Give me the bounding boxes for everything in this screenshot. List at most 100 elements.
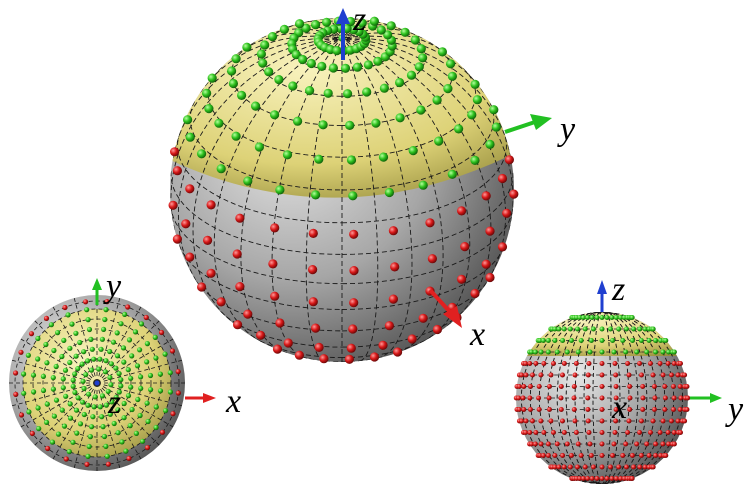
red-node [235,282,245,292]
top-z-label: z [107,384,121,421]
red-node [84,461,90,467]
red-node [243,309,253,319]
red-node [652,407,657,412]
red-node [470,288,480,299]
green-node [653,338,659,343]
green-node [467,110,477,120]
red-node [650,372,656,378]
green-node [132,329,139,335]
green-node [663,338,669,343]
green-node [587,349,593,355]
green-node [96,366,102,372]
green-node [545,349,551,355]
red-node [648,361,653,366]
green-node [298,54,308,65]
red-node [561,430,567,435]
red-node [620,453,626,458]
red-node [609,476,615,481]
red-node [349,266,359,276]
green-node [227,66,237,76]
green-node [578,338,584,343]
green-node [204,104,214,114]
red-node [677,384,683,389]
red-node [638,453,644,458]
red-node [626,418,632,424]
green-node [107,348,113,355]
side-x-label: x [611,389,627,426]
green-node [256,49,266,59]
green-node [288,81,298,91]
green-node [144,341,150,347]
iso-x-axis: x [428,288,485,353]
green-node [121,359,127,365]
red-node [572,418,578,424]
green-node [167,389,173,395]
red-node [275,318,285,328]
red-node [665,430,671,435]
red-node [587,441,593,447]
green-node [376,25,386,35]
green-node [118,383,124,389]
red-node [270,223,280,233]
red-node [528,407,533,412]
green-node [133,430,139,436]
green-node [65,312,71,318]
green-node [552,338,558,343]
mesh-ring [170,205,514,285]
green-node [70,377,76,383]
green-node [53,363,59,370]
green-node [642,326,648,332]
red-node [613,476,619,481]
red-node [610,453,616,458]
green-node [260,40,270,50]
green-node [599,315,605,320]
green-node [363,60,373,70]
green-node [40,387,47,394]
red-node [126,455,132,462]
red-node [388,294,398,304]
green-node [50,375,56,381]
green-node [119,439,125,445]
green-node [73,353,79,359]
red-node [648,430,653,435]
red-node [658,453,664,458]
red-node [682,418,688,424]
center-node [94,380,100,386]
green-node [85,358,91,364]
green-node [35,356,41,362]
red-node [613,407,619,412]
mesh-meridian [271,37,343,359]
red-node [481,259,491,269]
red-node [571,384,577,389]
green-node [237,90,247,100]
green-node [88,367,95,373]
green-node [624,326,629,332]
mesh-meridian [341,37,379,362]
green-node [580,315,586,320]
green-node [72,389,78,395]
red-node [504,155,514,165]
green-node [317,61,327,71]
red-node [143,314,149,321]
green-node [152,334,158,340]
green-node [114,330,120,336]
green-node [613,315,619,320]
green-node [346,155,357,165]
green-node [55,330,61,336]
red-node [604,476,610,481]
green-node [352,62,362,72]
green-node [369,16,379,26]
red-node [29,430,35,437]
red-node [529,441,534,447]
green-node [660,349,666,355]
green-node [77,421,84,427]
red-node [311,323,321,333]
green-node [35,405,41,411]
red-node [538,372,544,378]
red-node [530,372,535,378]
red-node [625,361,631,366]
red-node [637,464,643,470]
red-node [678,430,683,435]
green-node [610,338,616,343]
red-node [616,464,622,470]
